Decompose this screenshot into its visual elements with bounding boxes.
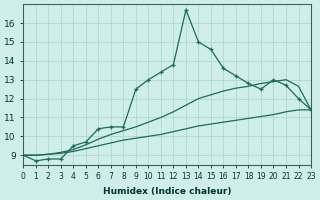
X-axis label: Humidex (Indice chaleur): Humidex (Indice chaleur)	[103, 187, 231, 196]
